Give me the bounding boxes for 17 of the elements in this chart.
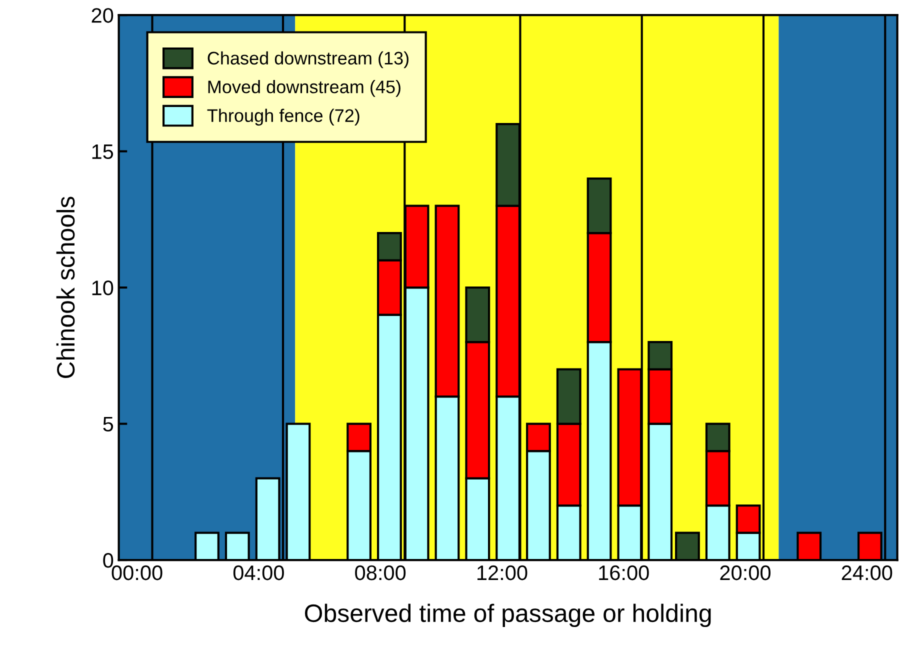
y-tick-label: 20 [92, 8, 114, 23]
y-tick-label: 0 [103, 553, 114, 568]
x-tick-label: 20:00 [720, 565, 771, 580]
x-tick-label: 16:00 [599, 565, 649, 580]
x-tick-label: 12:00 [477, 565, 528, 580]
x-axis-title: Observed time of passage or holding [304, 604, 711, 628]
legend-label: Chased downstream (13) [208, 51, 408, 68]
y-tick-label: 15 [92, 144, 114, 160]
x-tick-label: 04:00 [233, 565, 284, 580]
legend-label: Through fence (72) [207, 108, 360, 126]
x-tick-label: 00:00 [112, 565, 162, 580]
legend-label: Moved downstream (45) [208, 80, 400, 97]
y-tick-label: 10 [92, 280, 114, 296]
y-tick-label: 5 [103, 417, 114, 432]
y-axis-title: Chinook schools [56, 196, 75, 378]
x-tick-label: 08:00 [355, 565, 406, 580]
x-tick-label: 24:00 [842, 565, 892, 580]
